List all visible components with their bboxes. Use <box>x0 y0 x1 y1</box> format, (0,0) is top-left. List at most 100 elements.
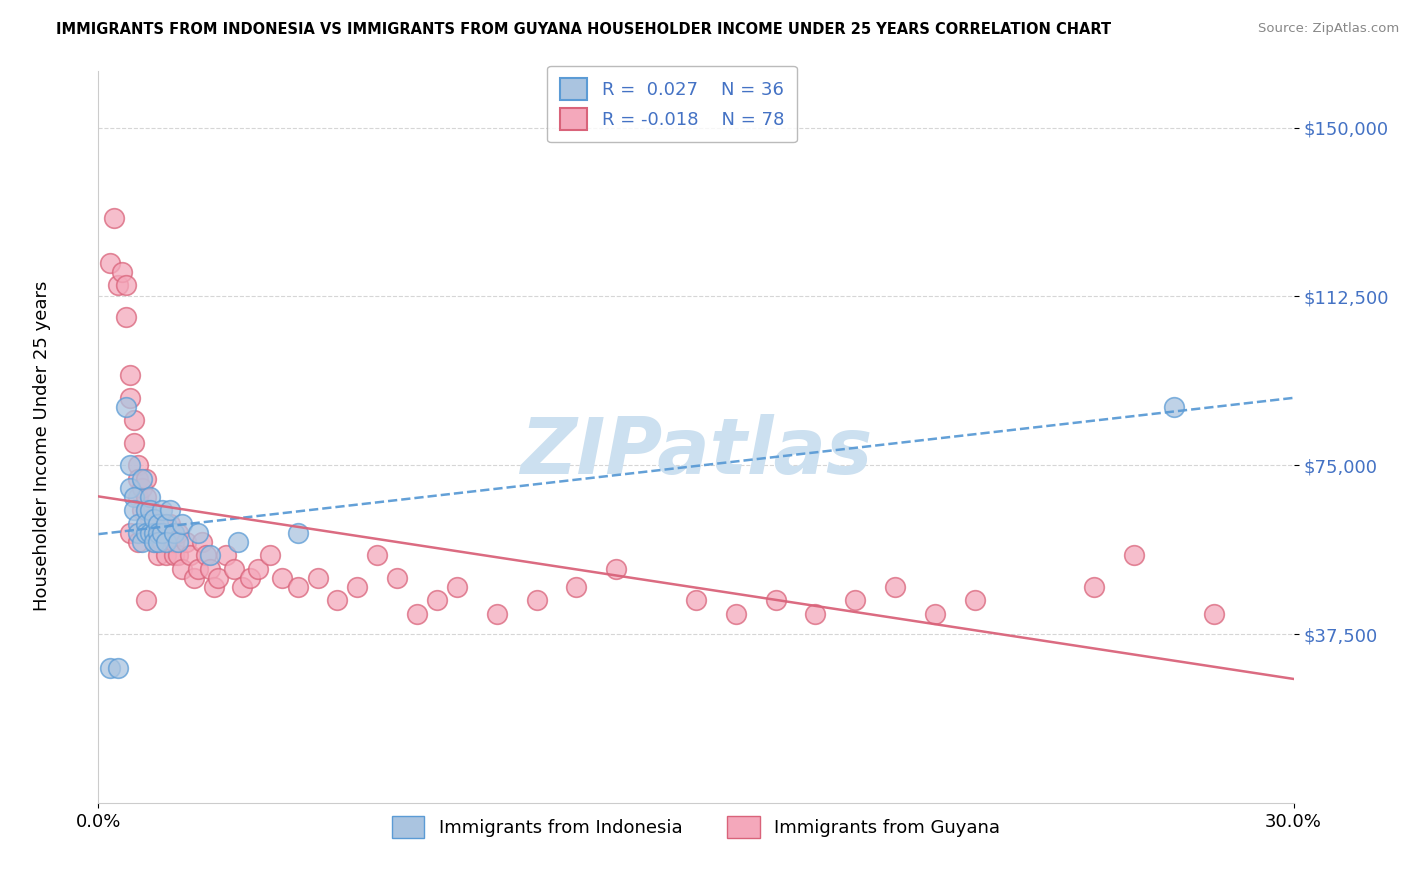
Point <box>143 525 166 540</box>
Point <box>406 607 429 621</box>
Point <box>127 472 149 486</box>
Point <box>163 548 186 562</box>
Text: ZIPatlas: ZIPatlas <box>520 414 872 490</box>
Point <box>150 525 173 540</box>
Point <box>155 516 177 531</box>
Point <box>202 580 225 594</box>
Point <box>924 607 946 621</box>
Point <box>159 503 181 517</box>
Point <box>127 458 149 473</box>
Point <box>187 562 209 576</box>
Point <box>346 580 368 594</box>
Point <box>120 481 142 495</box>
Point <box>155 525 177 540</box>
Point <box>120 391 142 405</box>
Point <box>148 516 170 531</box>
Point <box>187 525 209 540</box>
Point <box>565 580 588 594</box>
Point <box>724 607 747 621</box>
Point <box>1123 548 1146 562</box>
Point <box>163 534 186 549</box>
Point <box>148 525 170 540</box>
Point <box>844 593 866 607</box>
Point <box>222 562 245 576</box>
Point <box>148 548 170 562</box>
Point <box>107 278 129 293</box>
Point <box>135 503 157 517</box>
Point <box>215 548 238 562</box>
Point <box>1083 580 1105 594</box>
Point <box>195 548 218 562</box>
Point <box>963 593 986 607</box>
Point <box>884 580 907 594</box>
Point <box>139 490 162 504</box>
Point <box>207 571 229 585</box>
Point <box>246 562 269 576</box>
Point <box>131 481 153 495</box>
Point <box>150 534 173 549</box>
Point <box>143 512 166 526</box>
Point <box>139 525 162 540</box>
Point <box>127 516 149 531</box>
Point <box>259 548 281 562</box>
Point <box>167 534 190 549</box>
Point <box>139 525 162 540</box>
Point <box>127 534 149 549</box>
Point <box>120 458 142 473</box>
Point <box>98 661 122 675</box>
Point <box>366 548 388 562</box>
Point <box>526 593 548 607</box>
Point <box>127 525 149 540</box>
Point <box>765 593 787 607</box>
Point <box>446 580 468 594</box>
Point <box>485 607 508 621</box>
Point <box>179 548 201 562</box>
Point <box>135 593 157 607</box>
Point <box>159 534 181 549</box>
Point <box>115 400 138 414</box>
Point <box>124 490 146 504</box>
Point <box>172 516 194 531</box>
Point <box>135 472 157 486</box>
Point <box>231 580 253 594</box>
Point <box>148 525 170 540</box>
Point <box>385 571 409 585</box>
Point <box>174 534 197 549</box>
Point <box>103 211 125 225</box>
Point <box>124 413 146 427</box>
Point <box>135 490 157 504</box>
Point <box>115 278 138 293</box>
Point <box>605 562 627 576</box>
Point <box>131 472 153 486</box>
Point <box>183 571 205 585</box>
Point <box>107 661 129 675</box>
Point <box>111 265 134 279</box>
Text: Source: ZipAtlas.com: Source: ZipAtlas.com <box>1258 22 1399 36</box>
Point <box>139 512 162 526</box>
Point <box>163 525 186 540</box>
Point <box>139 503 162 517</box>
Point <box>150 503 173 517</box>
Point <box>143 534 166 549</box>
Point <box>148 534 170 549</box>
Point <box>287 525 309 540</box>
Point <box>804 607 827 621</box>
Point <box>135 525 157 540</box>
Point <box>287 580 309 594</box>
Point <box>172 562 194 576</box>
Point <box>239 571 262 585</box>
Point <box>135 516 157 531</box>
Point <box>155 548 177 562</box>
Point <box>131 534 153 549</box>
Point <box>307 571 329 585</box>
Point <box>167 548 190 562</box>
Point <box>143 534 166 549</box>
Point <box>143 516 166 531</box>
Point <box>326 593 349 607</box>
Legend: Immigrants from Indonesia, Immigrants from Guyana: Immigrants from Indonesia, Immigrants fr… <box>384 808 1008 845</box>
Point <box>124 503 146 517</box>
Point <box>120 368 142 383</box>
Text: IMMIGRANTS FROM INDONESIA VS IMMIGRANTS FROM GUYANA HOUSEHOLDER INCOME UNDER 25 : IMMIGRANTS FROM INDONESIA VS IMMIGRANTS … <box>56 22 1111 37</box>
Point <box>115 310 138 324</box>
Point <box>150 516 173 531</box>
